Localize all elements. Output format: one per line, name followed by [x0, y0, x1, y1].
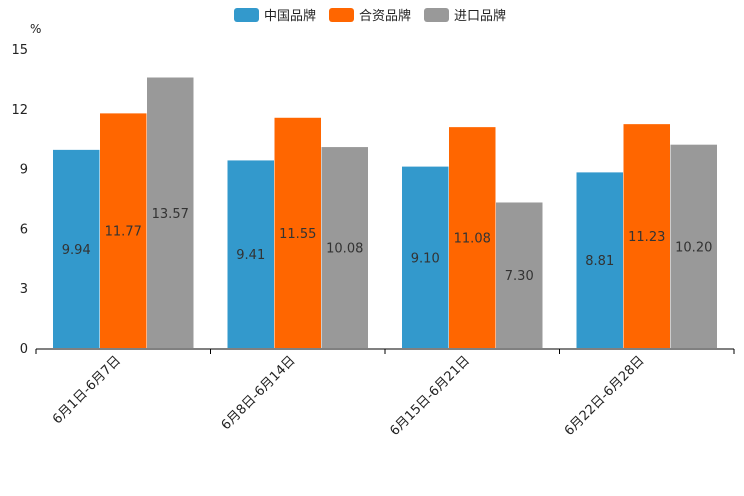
x-category-label-3: 6月22日-6月28日	[562, 353, 648, 439]
legend: 中国品牌 合资品牌 进口品牌	[234, 8, 506, 24]
data-label-3-1: 11.23	[628, 230, 665, 245]
y-axis-ticks: 0 3 6 9 12 15	[11, 43, 28, 357]
data-labels: 9.94 11.77 13.57 9.41 11.55 10.08 9.10 11.08 7.3…	[62, 207, 713, 284]
y-tick-label-2: 6	[20, 222, 28, 237]
bar-1-1[interactable]	[274, 117, 322, 349]
data-label-0-0: 9.94	[62, 243, 91, 258]
data-label-1-1: 11.55	[279, 227, 316, 242]
legend-swatch-0[interactable]	[234, 8, 259, 22]
data-label-3-2: 10.20	[675, 240, 712, 255]
bar-series	[53, 77, 718, 349]
y-axis-unit-label: %	[30, 22, 41, 36]
legend-label-1[interactable]: 合资品牌	[359, 8, 411, 24]
legend-label-0[interactable]: 中国品牌	[264, 8, 316, 24]
legend-swatch-2[interactable]	[424, 8, 449, 22]
bar-2-0[interactable]	[402, 166, 449, 348]
bar-0-1[interactable]	[100, 113, 147, 348]
bar-0-0[interactable]	[53, 149, 100, 348]
y-tick-label-3: 9	[20, 163, 28, 178]
y-tick-label-0: 0	[20, 342, 28, 357]
data-label-1-0: 9.41	[236, 248, 265, 263]
data-label-0-2: 13.57	[152, 207, 189, 222]
bar-1-2[interactable]	[321, 147, 369, 348]
x-category-label-1: 6月8日-6月14日	[219, 353, 299, 433]
y-tick-label-4: 12	[11, 103, 28, 118]
data-label-0-1: 11.77	[105, 225, 142, 240]
x-category-label-2: 6月15日-6月21日	[387, 353, 473, 439]
y-tick-label-1: 3	[20, 282, 28, 297]
x-category-label-0: 6月1日-6月7日	[50, 353, 124, 427]
bar-3-0[interactable]	[576, 172, 624, 348]
bar-3-2[interactable]	[670, 144, 718, 348]
data-label-1-2: 10.08	[326, 242, 363, 257]
bar-1-0[interactable]	[227, 160, 275, 348]
legend-swatch-1[interactable]	[329, 8, 354, 22]
data-label-2-2: 7.30	[505, 269, 534, 284]
bar-2-2[interactable]	[496, 202, 543, 348]
data-label-3-0: 8.81	[585, 254, 614, 269]
data-label-2-1: 11.08	[454, 232, 491, 247]
legend-label-2[interactable]: 进口品牌	[454, 8, 506, 24]
bar-3-1[interactable]	[623, 124, 671, 348]
bar-2-1[interactable]	[449, 127, 496, 348]
bar-0-2[interactable]	[147, 77, 194, 348]
x-axis: 6月1日-6月7日 6月8日-6月14日 6月15日-6月21日 6月22日-6月28…	[35, 348, 735, 439]
data-label-2-0: 9.10	[411, 251, 440, 266]
y-tick-label-5: 15	[11, 43, 28, 58]
